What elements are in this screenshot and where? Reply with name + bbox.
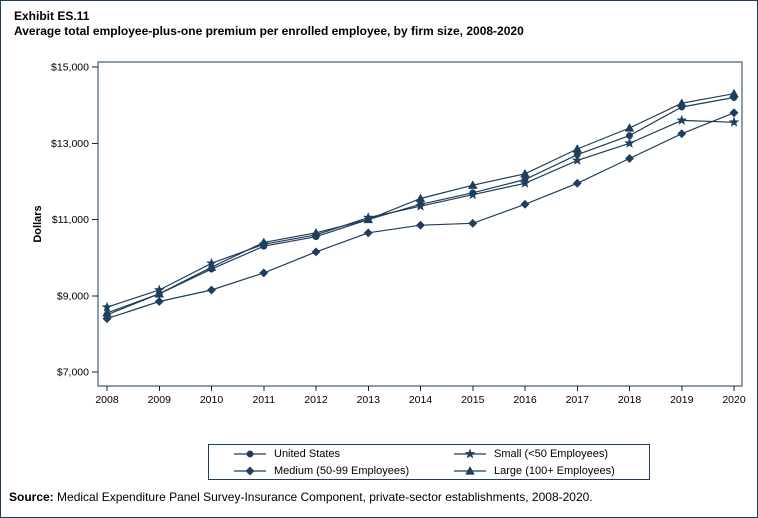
source-note: Source: Medical Expenditure Panel Survey… [9,490,593,504]
chart-title: Average total employee-plus-one premium … [14,24,524,38]
svg-text:2011: 2011 [252,394,275,406]
svg-text:2014: 2014 [409,394,433,406]
svg-text:$13,000: $13,000 [51,138,89,150]
legend-item: United States [209,448,429,460]
legend-label: United States [274,447,341,460]
legend-item: Large (100+ Employees) [429,465,649,477]
svg-text:2013: 2013 [357,394,381,406]
svg-text:2020: 2020 [722,394,746,406]
legend-item: Small (<50 Employees) [429,448,649,460]
legend: United States Small (<50 Employees) Medi… [208,444,650,480]
svg-text:$11,000: $11,000 [52,214,89,226]
svg-text:2019: 2019 [670,394,694,406]
triangle-marker-icon [453,465,487,477]
svg-text:2016: 2016 [513,394,537,406]
circle-marker-icon [233,448,267,460]
diamond-marker-icon [233,465,267,477]
legend-label: Small (<50 Employees) [494,447,609,460]
legend-label: Medium (50-99 Employees) [274,464,410,477]
svg-text:$15,000: $15,000 [51,62,89,74]
star-marker-icon [453,447,487,460]
svg-text:2012: 2012 [304,394,328,406]
exhibit-label: Exhibit ES.11 [14,9,90,23]
svg-text:2009: 2009 [148,394,172,406]
source-text: Medical Expenditure Panel Survey-Insuran… [53,490,593,504]
svg-text:2008: 2008 [95,394,119,406]
svg-text:2010: 2010 [200,394,224,406]
legend-item: Medium (50-99 Employees) [209,465,429,477]
svg-text:2015: 2015 [461,394,485,406]
chart-title-block: Exhibit ES.11 Average total employee-plu… [14,9,524,39]
svg-text:2018: 2018 [618,394,642,406]
svg-text:2017: 2017 [566,394,590,406]
source-label: Source: [9,490,54,504]
svg-text:$7,000: $7,000 [57,367,89,379]
svg-text:Dollars: Dollars [32,205,44,242]
svg-text:$9,000: $9,000 [57,290,89,302]
legend-label: Large (100+ Employees) [494,464,615,477]
